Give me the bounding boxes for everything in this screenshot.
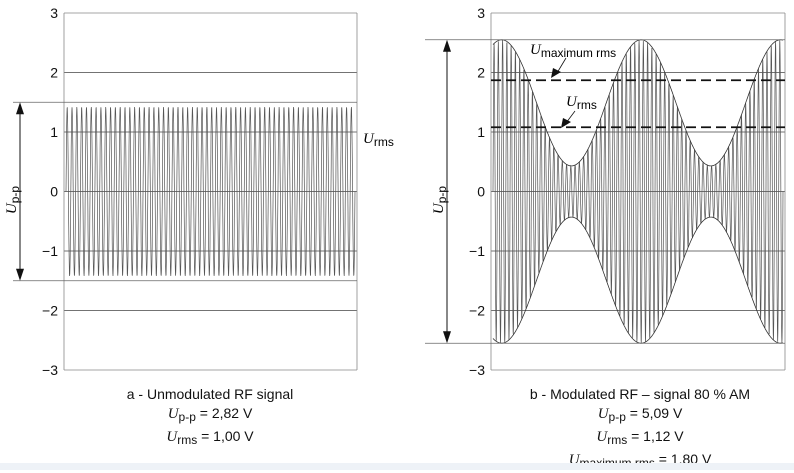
panel-a-ytick: −2 (42, 303, 58, 319)
caption-a: a - Unmodulated RF signal Up-p = 2,82 V … (60, 385, 360, 450)
caption-b-urms: Urms = 1,12 V (596, 428, 684, 447)
panel-b-upp-label: Up-p (431, 186, 449, 215)
caption-b: b - Modulated RF – signal 80 % AM Up-p =… (480, 385, 794, 473)
caption-b-upp: Up-p = 5,09 V (597, 405, 683, 424)
panel-a-signal (65, 106, 356, 277)
panel-a-ytick: 0 (50, 184, 58, 200)
panel-b-ytick: −2 (469, 303, 485, 319)
panel-b-ytick: 3 (477, 5, 485, 21)
panel-a-upp-label: Up-p (4, 186, 22, 215)
bottom-strip (0, 463, 794, 470)
panel-b-urms-arrowhead (561, 118, 571, 128)
panel-a-upp-arrow-head-top (16, 102, 24, 115)
panel-b-envelope-lower (492, 216, 784, 344)
panel-b-urms-label: Urms (566, 94, 597, 112)
panel-a-ytick: −3 (42, 362, 58, 378)
panel-a-ytick: −1 (42, 243, 58, 259)
panel-b-upp-arrow-head-bottom (443, 331, 451, 344)
panel-b-envelope-upper (492, 39, 784, 167)
panel-b-ytick: −1 (469, 243, 485, 259)
panel-a-upp-arrow-head-bottom (16, 268, 24, 281)
panel-a-ytick: 3 (50, 5, 58, 21)
panel-b-upp-arrow-head-top (443, 39, 451, 52)
panel-b-ytick: 2 (477, 65, 485, 81)
panel-a-urms-label: Urms (363, 131, 394, 149)
panel-b-umax-pointer (556, 57, 567, 74)
panel-b-ytick: 0 (477, 184, 485, 200)
caption-a-upp: Up-p = 2,82 V (167, 405, 253, 424)
caption-a-title: a - Unmodulated RF signal (126, 386, 294, 402)
panel-b-ytick: 1 (477, 124, 485, 140)
panel-a-ytick: 2 (50, 65, 58, 81)
panel-b-umax-arrowhead (551, 68, 561, 78)
caption-b-title: b - Modulated RF – signal 80 % AM (529, 386, 751, 402)
panel-b-ytick: −3 (469, 362, 485, 378)
panel-b-umax-label: Umaximum rms (530, 42, 616, 60)
caption-a-urms: Urms = 1,00 V (166, 428, 254, 447)
panel-a-ytick: 1 (50, 124, 58, 140)
